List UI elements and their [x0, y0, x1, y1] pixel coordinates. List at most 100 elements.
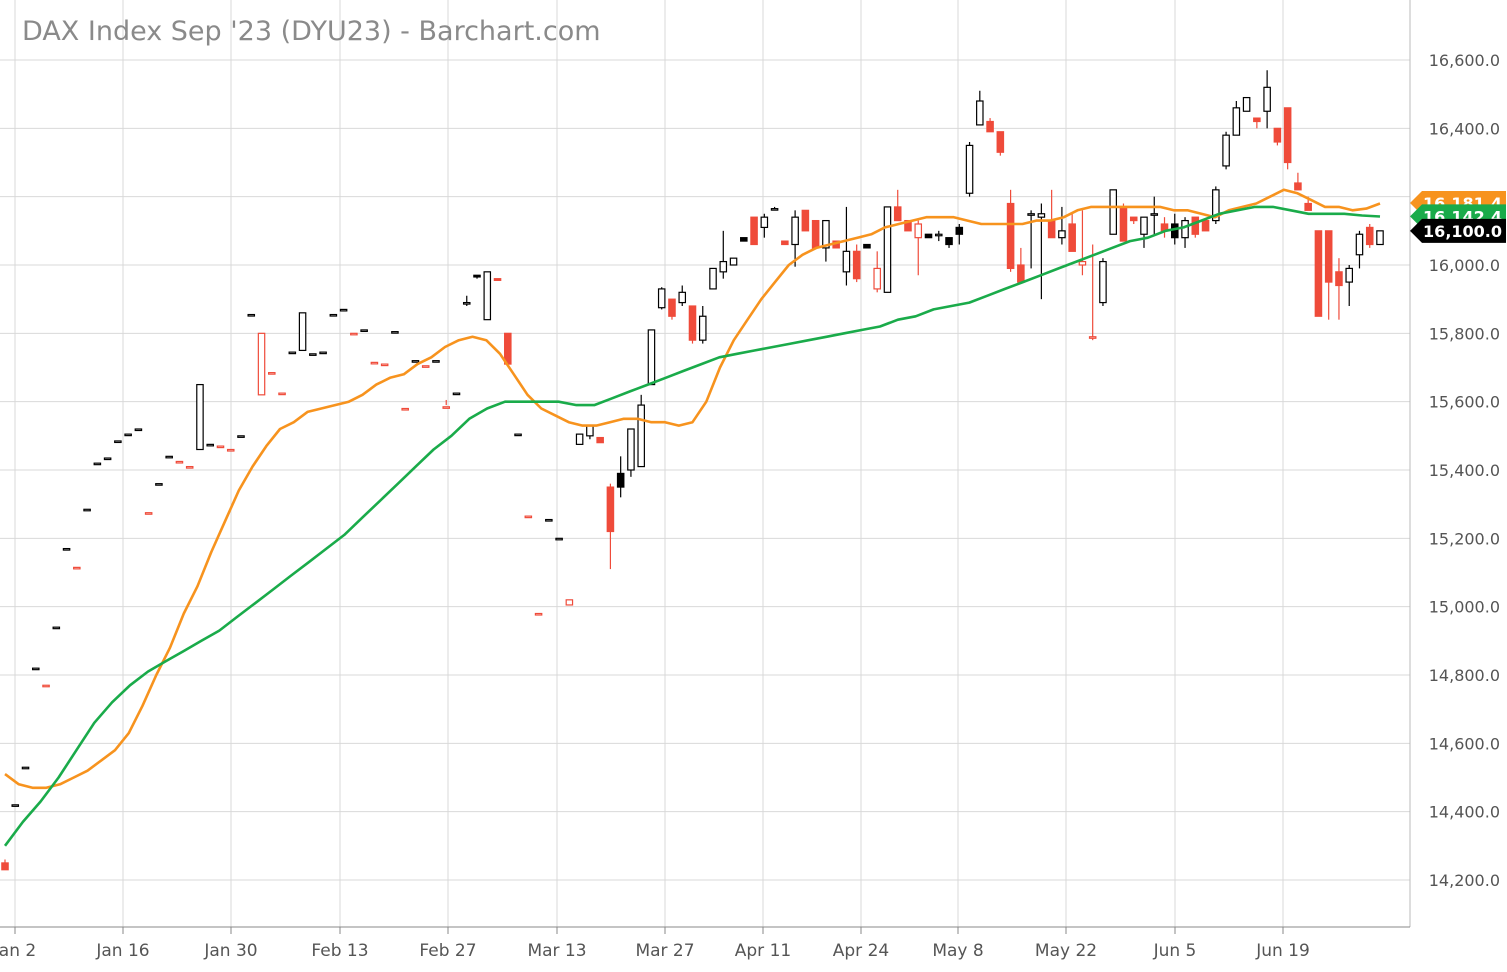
candle-body — [237, 435, 245, 438]
candle-body — [565, 599, 574, 606]
candle-body — [1181, 219, 1189, 239]
candle-body — [442, 406, 451, 409]
candle-body — [524, 515, 533, 519]
candle-body — [155, 483, 163, 486]
candle-body — [514, 433, 522, 437]
candle-body — [432, 360, 440, 363]
candle-body — [637, 404, 645, 468]
candle-body — [1283, 107, 1292, 164]
candle-body — [852, 250, 861, 280]
candle-body — [391, 331, 399, 334]
y-tick-label: 15,400.0 — [1429, 461, 1500, 480]
candle-body — [196, 383, 204, 451]
candle-body — [226, 448, 235, 452]
candle-body — [339, 308, 348, 312]
candle-body — [1314, 230, 1323, 317]
candle-body — [1263, 86, 1271, 112]
candle-body — [11, 804, 20, 807]
y-tick-label: 16,600.0 — [1429, 51, 1500, 70]
candle-body — [1345, 267, 1353, 283]
candle-body — [401, 407, 409, 411]
candle-body — [483, 271, 492, 321]
candle-body — [93, 462, 102, 466]
candle-body — [1058, 230, 1066, 239]
candle-body — [688, 305, 697, 341]
y-tick-label: 14,800.0 — [1429, 666, 1500, 685]
candle-body — [473, 274, 481, 278]
candle-body — [811, 219, 820, 249]
candle-body — [257, 332, 266, 396]
candle-body — [124, 433, 132, 437]
candle-body — [555, 537, 563, 541]
candle-body — [421, 365, 430, 368]
candle-body — [452, 392, 461, 396]
candle-body — [298, 312, 307, 352]
candle-body — [986, 120, 994, 133]
candle-body — [1294, 182, 1302, 191]
candle-body — [709, 267, 717, 290]
candle-body — [1047, 219, 1056, 239]
candle-body — [1109, 189, 1117, 235]
candle-body — [729, 257, 738, 266]
y-tick-label: 14,600.0 — [1429, 734, 1500, 753]
x-tick-label: May 8 — [932, 941, 983, 961]
candle-body — [863, 243, 871, 249]
candle-body — [134, 428, 143, 432]
candle-body — [268, 372, 276, 375]
candle-body — [1099, 260, 1107, 304]
candle-body — [1365, 226, 1374, 246]
candle-body — [616, 472, 625, 488]
candle-body — [1273, 127, 1282, 143]
candle-body — [319, 351, 327, 355]
candle-body — [996, 131, 1005, 153]
candle-body — [83, 508, 91, 512]
candle-body — [965, 144, 974, 194]
candle-body — [873, 267, 881, 290]
candle-body — [380, 363, 389, 367]
price-tag: 16,100.0 — [1410, 218, 1506, 243]
candle-body — [1078, 260, 1087, 266]
candle-body — [1037, 213, 1046, 218]
candle-body — [1150, 213, 1159, 216]
candle-body — [586, 424, 594, 437]
candle-body — [1376, 230, 1384, 246]
candle-body — [1335, 271, 1343, 287]
chart-title: DAX Index Sep '23 (DYU23) - Barchart.com — [22, 16, 601, 47]
candle-body — [1242, 96, 1251, 112]
y-tick-label: 14,200.0 — [1429, 871, 1500, 890]
price-tag-label: 16,100.0 — [1423, 222, 1502, 241]
candle-body — [1027, 213, 1035, 216]
candle-body — [1304, 202, 1312, 211]
candle-body — [698, 315, 707, 341]
candle-body — [955, 226, 964, 235]
candle-body — [144, 512, 153, 515]
candle-body — [329, 313, 338, 317]
y-tick-label: 14,400.0 — [1429, 803, 1500, 822]
candle-body — [114, 440, 122, 444]
candle-body — [893, 206, 902, 222]
candle-body — [719, 260, 728, 273]
x-tick-label: Mar 27 — [635, 941, 694, 961]
candle-body — [309, 353, 317, 356]
candle-body — [945, 237, 953, 246]
candle-body — [62, 547, 71, 551]
x-tick-label: Feb 13 — [311, 941, 368, 961]
candle-body — [1017, 264, 1025, 283]
candle-body — [1191, 216, 1200, 235]
y-tick-label: 15,800.0 — [1429, 324, 1500, 343]
candle-body — [534, 612, 543, 616]
candle-body — [504, 332, 512, 365]
x-tick-label: Jun 19 — [1255, 941, 1310, 961]
candle-body — [791, 216, 799, 246]
candle-body — [760, 216, 769, 229]
candle-body — [52, 626, 61, 630]
candle-body — [740, 237, 748, 242]
candle-body — [781, 240, 789, 246]
candle-body — [883, 206, 892, 293]
x-tick-label: Jan 2 — [0, 941, 36, 961]
x-tick-label: Jan 16 — [95, 941, 149, 961]
candle-body — [493, 278, 502, 281]
y-tick-label: 16,000.0 — [1429, 256, 1500, 275]
